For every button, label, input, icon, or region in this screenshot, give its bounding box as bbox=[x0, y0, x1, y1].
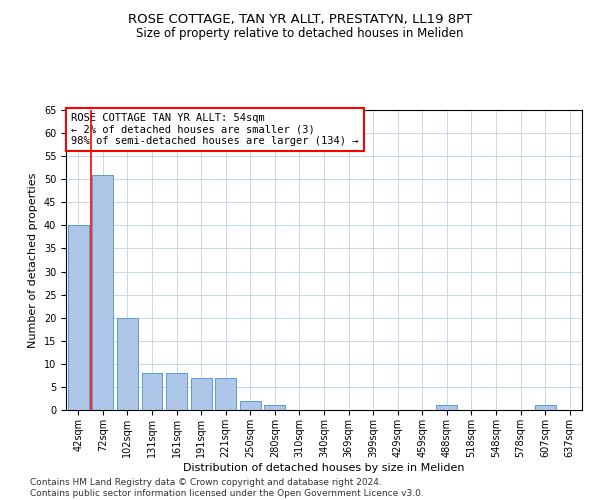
Bar bbox=[166, 373, 187, 410]
Bar bbox=[240, 401, 261, 410]
Bar bbox=[191, 378, 212, 410]
Bar bbox=[535, 406, 556, 410]
Text: Size of property relative to detached houses in Meliden: Size of property relative to detached ho… bbox=[136, 28, 464, 40]
Text: ROSE COTTAGE, TAN YR ALLT, PRESTATYN, LL19 8PT: ROSE COTTAGE, TAN YR ALLT, PRESTATYN, LL… bbox=[128, 12, 472, 26]
Bar bbox=[142, 373, 163, 410]
X-axis label: Distribution of detached houses by size in Meliden: Distribution of detached houses by size … bbox=[183, 462, 465, 472]
Bar bbox=[92, 174, 113, 410]
Bar bbox=[436, 406, 457, 410]
Bar bbox=[215, 378, 236, 410]
Bar bbox=[265, 406, 286, 410]
Text: ROSE COTTAGE TAN YR ALLT: 54sqm
← 2% of detached houses are smaller (3)
98% of s: ROSE COTTAGE TAN YR ALLT: 54sqm ← 2% of … bbox=[71, 113, 359, 146]
Bar bbox=[68, 226, 89, 410]
Text: Contains HM Land Registry data © Crown copyright and database right 2024.
Contai: Contains HM Land Registry data © Crown c… bbox=[30, 478, 424, 498]
Y-axis label: Number of detached properties: Number of detached properties bbox=[28, 172, 38, 348]
Bar bbox=[117, 318, 138, 410]
